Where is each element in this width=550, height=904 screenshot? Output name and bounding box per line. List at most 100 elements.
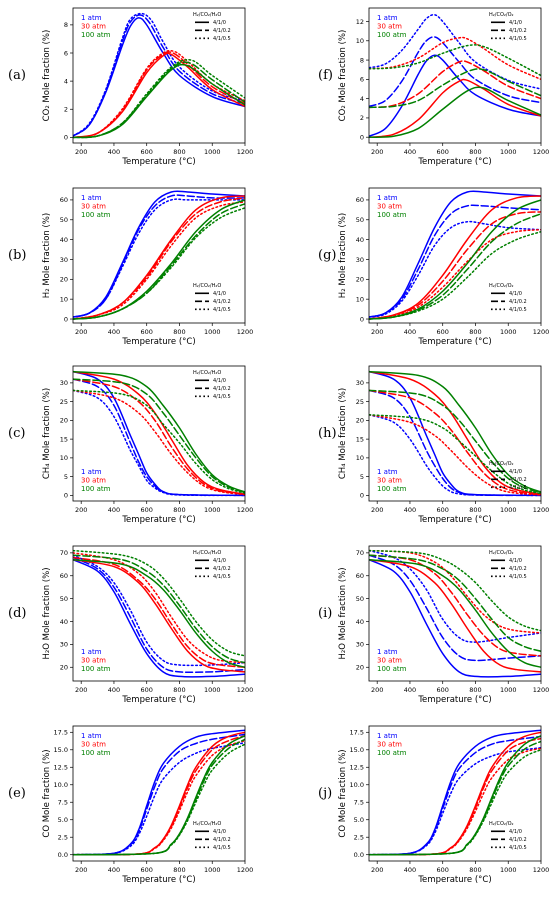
plot-frame	[72, 365, 246, 502]
x-axis-label: Temperature (°C)	[417, 337, 491, 347]
legend-style-title: H₂/CO₂/O₂	[489, 461, 514, 467]
series-line	[369, 230, 541, 320]
x-tick-label: 600	[437, 148, 449, 156]
x-tick-label: 600	[141, 328, 153, 336]
legend-style-label: 4/1/0.2	[213, 28, 231, 34]
y-tick-label: 30	[356, 379, 364, 387]
series-line	[369, 228, 541, 320]
legend-pressure-label: 30 atm	[81, 477, 106, 485]
y-tick-label: 10	[60, 454, 68, 462]
x-tick-label: 400	[404, 866, 416, 874]
series-line	[73, 558, 245, 678]
x-axis-label: Temperature (°C)	[417, 875, 491, 885]
y-tick-label: 25	[356, 398, 364, 406]
series-line	[73, 549, 245, 657]
x-tick-label: 200	[371, 506, 383, 514]
legend-style-title: H₂/CO₂/H₂O	[193, 12, 221, 18]
legend-pressure-label: 30 atm	[377, 657, 402, 665]
plot-frame	[368, 365, 542, 502]
y-tick-label: 5	[360, 473, 364, 481]
legend-style-label: 4/1/0.5	[509, 574, 527, 580]
chart-f: 200 400 600 800 1000 1200 0 2 4 6 8 10 12 Temperature…	[338, 7, 550, 167]
series-line	[73, 201, 245, 320]
x-tick-label: 400	[108, 506, 120, 514]
y-tick-label: 10.0	[350, 781, 364, 789]
x-tick-label: 400	[404, 686, 416, 694]
x-tick-label: 800	[173, 328, 185, 336]
series-line	[369, 389, 541, 494]
y-tick-label: 4	[360, 95, 364, 103]
plot-frame	[368, 545, 542, 682]
legend-style-label: 4/1/0	[213, 558, 226, 564]
series-line	[369, 54, 541, 137]
legend-pressure-label: 1 atm	[81, 14, 102, 22]
legend-pressure-label: 100 atm	[377, 211, 407, 219]
panel-letter: (i)	[318, 605, 333, 621]
legend-style-label: 4/1/0.2	[509, 477, 527, 483]
legend-style-label: 4/1/0.5	[213, 574, 231, 580]
y-axis-label: CO Mole fraction (%)	[338, 749, 348, 837]
y-axis-label: CH₄ Mole fraction (%)	[42, 388, 52, 479]
x-tick-label: 1200	[237, 866, 254, 874]
x-tick-label: 400	[404, 328, 416, 336]
plot-frame	[72, 545, 246, 682]
legend-style-title: H₂/CO₂/H₂O	[193, 370, 221, 376]
y-tick-label: 0	[64, 134, 68, 142]
y-tick-label: 10	[356, 454, 364, 462]
series-line	[73, 558, 245, 673]
series-line	[369, 389, 541, 496]
x-tick-label: 200	[371, 686, 383, 694]
x-axis-label: Temperature (°C)	[417, 515, 491, 525]
y-tick-label: 5.0	[354, 816, 364, 824]
legend-pressure-label: 100 atm	[81, 485, 111, 493]
plot-frame	[72, 725, 246, 862]
series-line	[369, 549, 541, 643]
series-line	[73, 733, 245, 856]
x-tick-label: 1200	[533, 148, 550, 156]
y-tick-label: 40	[60, 236, 68, 244]
series-line	[369, 86, 541, 138]
y-tick-label: 4	[64, 77, 68, 85]
x-tick-label: 600	[141, 866, 153, 874]
y-tick-label: 10	[60, 295, 68, 303]
legend-style-label: 4/1/0	[509, 469, 522, 475]
series-line	[73, 14, 245, 137]
y-tick-label: 50	[356, 595, 364, 603]
y-tick-label: 20	[60, 276, 68, 284]
y-tick-label: 7.5	[354, 799, 364, 807]
series-line	[369, 558, 541, 673]
x-tick-label: 600	[437, 686, 449, 694]
series-line	[369, 549, 541, 632]
x-tick-label: 200	[371, 866, 383, 874]
x-tick-label: 800	[469, 866, 481, 874]
y-tick-label: 10	[356, 295, 364, 303]
x-tick-label: 1000	[204, 328, 221, 336]
y-tick-label: 15	[60, 435, 68, 443]
series-line	[369, 36, 541, 81]
y-tick-label: 50	[60, 216, 68, 224]
x-axis-label: Temperature (°C)	[121, 337, 195, 347]
legend-pressure-label: 30 atm	[377, 23, 402, 31]
y-axis-label: H₂ Mole fraction (%)	[42, 213, 52, 298]
x-tick-label: 400	[108, 866, 120, 874]
y-tick-label: 0	[360, 315, 364, 323]
legend-style-label: 4/1/0.5	[213, 36, 231, 42]
x-tick-label: 800	[469, 506, 481, 514]
legend-style-title: H₂/CO₂/H₂O	[193, 550, 221, 556]
series-line	[73, 190, 245, 318]
legend-style-label: 4/1/0.2	[509, 28, 527, 34]
x-tick-label: 200	[75, 148, 87, 156]
y-tick-label: 40	[356, 618, 364, 626]
legend-style-label: 4/1/0.2	[509, 566, 527, 572]
y-tick-label: 60	[60, 196, 68, 204]
legend-pressure-label: 1 atm	[377, 14, 398, 22]
legend-pressure-label: 100 atm	[377, 749, 407, 757]
legend-style-label: 4/1/0.5	[509, 36, 527, 42]
y-tick-label: 5.0	[58, 816, 68, 824]
y-tick-label: 10.0	[54, 781, 68, 789]
series-line	[369, 554, 541, 662]
y-tick-label: 20	[60, 664, 68, 672]
x-tick-label: 400	[108, 328, 120, 336]
y-axis-label: CO₂ Mole fraction (%)	[42, 30, 52, 122]
series-line	[73, 558, 245, 669]
